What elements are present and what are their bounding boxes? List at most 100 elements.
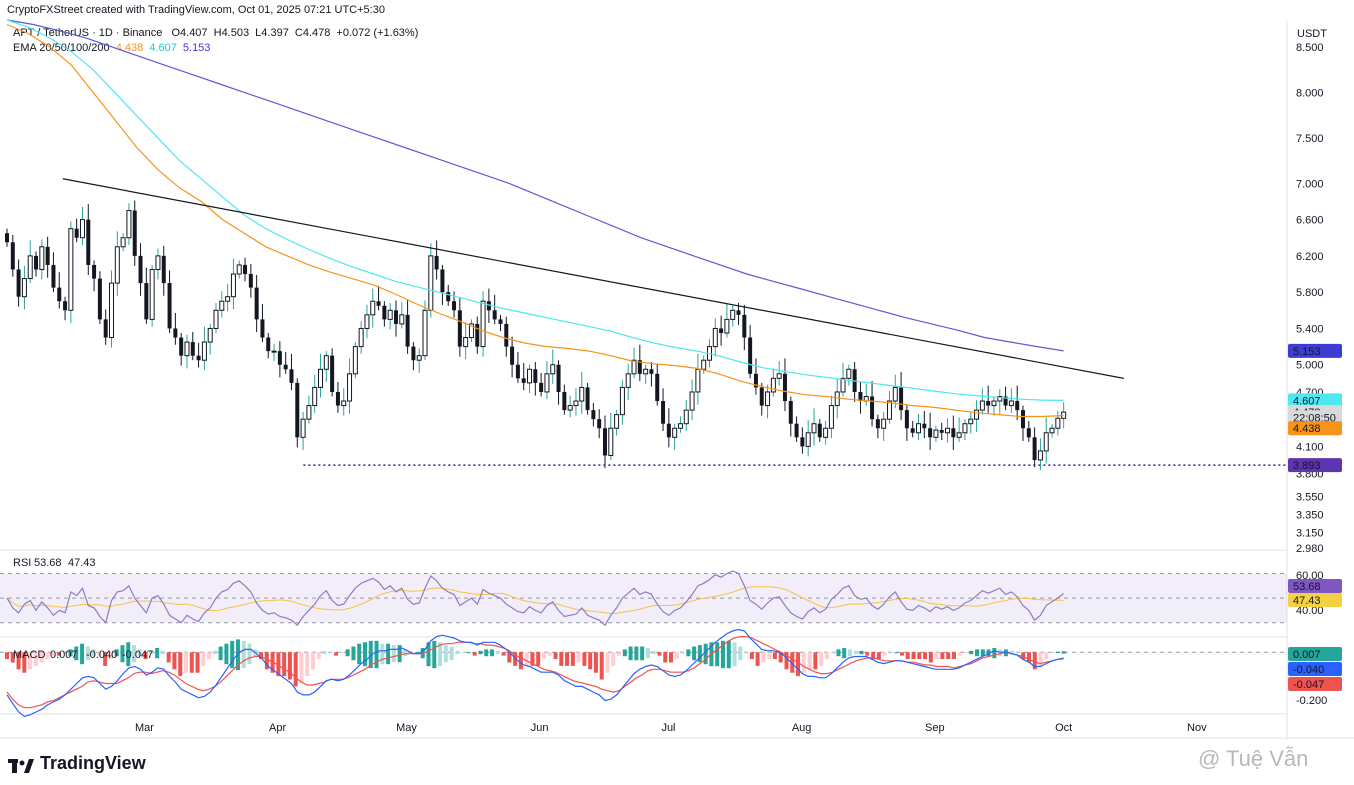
candle-up <box>916 423 922 434</box>
ema200-value: 5.153 <box>182 42 211 54</box>
candle-down <box>243 264 248 275</box>
candle-down <box>196 355 201 361</box>
macd-histogram-bar <box>761 652 766 663</box>
macd-histogram-bar <box>328 652 333 654</box>
macd-histogram-bar <box>674 652 679 660</box>
macd-histogram-bar <box>68 649 73 657</box>
candle-up <box>840 377 846 393</box>
candle-down <box>556 364 561 392</box>
macd-histogram-bar <box>599 652 604 680</box>
rsi-ma-value: 47.43 <box>68 557 96 569</box>
macd-histogram-bar <box>386 643 391 665</box>
macd-histogram-bar <box>628 646 633 661</box>
candle-down <box>649 369 654 374</box>
macd-histogram-bar <box>917 652 922 660</box>
macd-histogram-bar <box>824 652 829 660</box>
macd-histogram-bar <box>859 650 864 655</box>
candle-down <box>74 228 79 238</box>
macd-histogram-bar <box>455 650 460 655</box>
macd-histogram-bar <box>530 652 535 666</box>
symbol-line[interactable]: APT / TetherUS · 1D · Binance <box>13 27 163 39</box>
candle-down <box>138 255 143 284</box>
currency-button[interactable]: USDT <box>1297 28 1327 40</box>
rsi-line <box>6 570 1064 627</box>
macd-histogram-bar <box>784 652 789 670</box>
macd-histogram-bar <box>738 646 743 661</box>
ema-legend[interactable]: EMA 20/50/100/200 4.438 4.607 5.153 <box>13 42 210 54</box>
macd-histogram-bar <box>212 650 217 655</box>
time-axis-label: Jul <box>661 722 675 734</box>
candle-down <box>986 401 991 406</box>
open-value: 4.407 <box>180 27 208 39</box>
candle-down <box>1032 437 1037 460</box>
candle-down <box>457 310 462 347</box>
macd-histogram-bar <box>559 652 564 666</box>
price-axis-label: 7.500 <box>1296 133 1324 145</box>
price-axis-label: 6.200 <box>1296 251 1324 263</box>
candle-down <box>666 423 671 438</box>
candle-down <box>782 373 787 402</box>
macd-histogram-bar <box>686 649 691 657</box>
macd-axis-label: -0.200 <box>1296 695 1327 707</box>
macd-histogram-bar <box>778 652 783 663</box>
macd-histogram-bar <box>108 652 113 660</box>
candle-up <box>828 405 834 429</box>
price-axis-label: 3.350 <box>1296 509 1324 521</box>
macd-histogram-bar <box>882 652 887 656</box>
candle-up <box>770 377 776 393</box>
macd-histogram-bar <box>391 645 396 663</box>
candle-down <box>597 419 602 429</box>
macd-histogram-bar <box>807 652 812 670</box>
price-tag <box>1288 410 1342 425</box>
candle-up <box>463 337 469 348</box>
macd-histogram-bar <box>224 643 229 665</box>
rsi-axis-label: 40.00 <box>1296 605 1324 617</box>
macd-histogram-bar <box>680 652 685 654</box>
macd-histogram-bar <box>160 650 165 655</box>
macd-histogram-bar <box>565 652 570 666</box>
macd-histogram-bar <box>137 649 142 657</box>
candle-up <box>962 423 968 434</box>
macd-histogram-bar <box>645 647 650 659</box>
candle-up <box>677 423 683 429</box>
macd-histogram-bar <box>403 649 408 657</box>
candle-down <box>736 310 741 315</box>
candle-up <box>811 423 817 434</box>
macd-histogram-bar <box>172 652 177 670</box>
candle-up <box>573 400 579 407</box>
candle-down <box>173 328 178 338</box>
macd-tag <box>1288 647 1342 661</box>
macd-histogram-bar <box>732 642 737 667</box>
close-label: C <box>294 27 303 39</box>
macd-histogram-bar <box>790 652 795 673</box>
macd-histogram-bar <box>16 652 21 670</box>
macd-histogram-bar <box>443 645 448 663</box>
time-axis-label: May <box>396 722 417 734</box>
macd-label: MACD <box>13 649 45 661</box>
macd-histogram-bar <box>293 652 298 687</box>
candle-up <box>68 228 74 311</box>
candle-up <box>341 400 347 407</box>
price-tag <box>1288 393 1342 408</box>
candle-down <box>452 301 457 311</box>
ema100-line <box>6 19 1064 401</box>
candle-up <box>776 373 782 379</box>
close-value: 4.478 <box>302 27 331 39</box>
candle-up <box>619 386 625 416</box>
tradingview-logo[interactable]: TradingView <box>8 753 146 774</box>
candle-down <box>637 360 642 374</box>
candle-up <box>979 400 985 411</box>
candle-down <box>585 387 590 411</box>
macd-histogram-bar <box>876 652 881 660</box>
candle-up <box>120 237 126 248</box>
macd-histogram-bar <box>801 652 806 673</box>
macd-histogram-bar <box>975 649 980 657</box>
macd-histogram-bar <box>720 640 725 669</box>
macd-histogram-bar <box>946 652 951 660</box>
candle-up <box>347 373 353 402</box>
candle-down <box>800 437 805 447</box>
macd-histogram-bar <box>986 649 991 657</box>
macd-histogram-bar <box>51 652 56 656</box>
macd-histogram-bar <box>969 650 974 655</box>
